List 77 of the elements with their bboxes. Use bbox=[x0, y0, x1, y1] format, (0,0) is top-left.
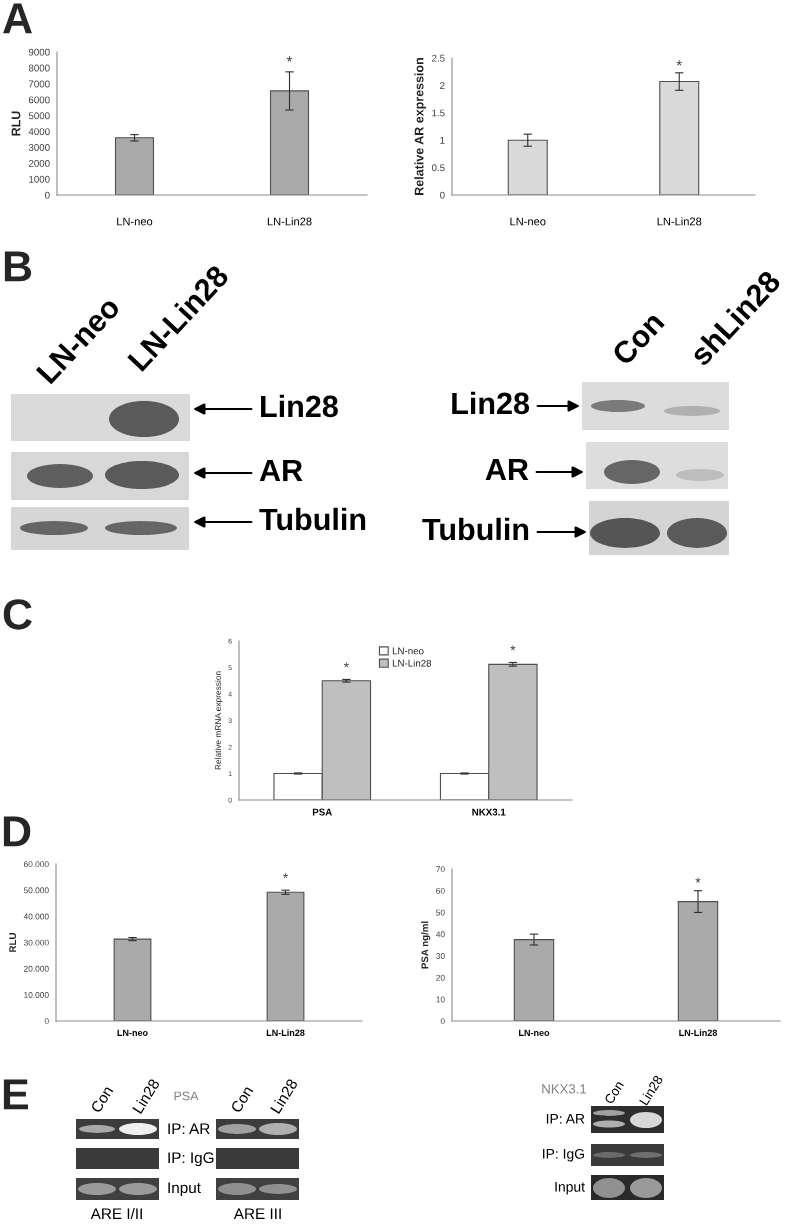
y-tick-label: 0 bbox=[45, 191, 50, 199]
y-axis-title: Relative mRNA expression bbox=[214, 671, 223, 770]
y-axis-title: RLU bbox=[11, 111, 21, 136]
y-tick-label: 0 bbox=[440, 1018, 445, 1025]
text: ARE III bbox=[233, 1208, 281, 1219]
y-tick-label: 7000 bbox=[28, 80, 50, 88]
text: IP: AR bbox=[546, 1114, 585, 1124]
text: AR bbox=[485, 458, 529, 480]
x-tick-label: LN-Lin28 bbox=[657, 217, 702, 226]
y-tick-label: 20.000 bbox=[23, 965, 49, 972]
annotation: * bbox=[695, 877, 701, 883]
y-tick-label: 10.000 bbox=[24, 992, 49, 998]
text: Tubulin bbox=[422, 517, 529, 541]
y-tick-label: 10 bbox=[436, 996, 445, 1003]
y-tick-label: 30 bbox=[436, 953, 445, 959]
text: Input bbox=[555, 1182, 585, 1195]
chart-title: C bbox=[3, 599, 32, 630]
y-tick-label: 60.000 bbox=[23, 861, 49, 868]
y-tick-label: 30.000 bbox=[23, 939, 49, 946]
y-tick-label: 20 bbox=[436, 974, 445, 981]
text: PSA bbox=[174, 1091, 199, 1101]
text: E bbox=[3, 1079, 29, 1110]
text: Con bbox=[610, 310, 665, 367]
y-tick-label: 1 bbox=[440, 137, 445, 144]
text: IP: IgG bbox=[543, 1148, 584, 1162]
y-tick-label: 70 bbox=[436, 866, 445, 873]
text: ARE I/II bbox=[90, 1207, 142, 1220]
x-tick-label: LN-neo bbox=[117, 217, 153, 226]
y-tick-label: 2 bbox=[440, 82, 445, 89]
x-tick-label: LN-Lin28 bbox=[679, 1029, 718, 1036]
y-axis-title: RLU bbox=[9, 933, 17, 952]
y-tick-label: 8000 bbox=[28, 64, 50, 72]
text: Con bbox=[604, 1080, 624, 1105]
text: Lin28 bbox=[452, 391, 530, 415]
text: B bbox=[4, 251, 32, 282]
x-tick-label: LN-Lin28 bbox=[266, 1029, 305, 1036]
y-tick-label: 60 bbox=[436, 887, 445, 894]
y-tick-label: 0 bbox=[440, 191, 445, 199]
y-tick-label: 2000 bbox=[28, 159, 50, 167]
y-axis-title: Relative AR expression bbox=[414, 58, 426, 195]
y-tick-label: 0.5 bbox=[431, 164, 445, 172]
x-tick-label: LN-neo bbox=[510, 217, 546, 226]
text: Lin28 bbox=[261, 394, 338, 418]
x-tick-label: LN-Lin28 bbox=[267, 217, 312, 226]
x-tick-label: LN-neo bbox=[117, 1029, 148, 1036]
y-tick-label: 3000 bbox=[28, 144, 50, 151]
annotation: * bbox=[286, 56, 293, 62]
text: AR bbox=[259, 459, 303, 481]
text: Input bbox=[168, 1182, 201, 1197]
annotation: * bbox=[510, 645, 516, 651]
text: NKX3.1 bbox=[542, 1084, 587, 1094]
y-tick-label: 1000 bbox=[29, 175, 50, 183]
y-tick-label: 50 bbox=[436, 909, 445, 916]
text: IP: IgG bbox=[168, 1152, 214, 1167]
x-tick-label: LN-neo bbox=[519, 1029, 550, 1036]
y-tick-label: 5000 bbox=[28, 112, 50, 120]
y-tick-label: 40 bbox=[435, 931, 445, 938]
chart-title: D bbox=[3, 816, 31, 847]
y-tick-label: 1.5 bbox=[432, 109, 445, 117]
annotation: * bbox=[343, 662, 349, 668]
y-tick-label: 0 bbox=[44, 1018, 49, 1025]
y-tick-label: 6000 bbox=[28, 96, 50, 104]
annotation: * bbox=[283, 873, 288, 879]
legend-label: LN-Lin28 bbox=[392, 659, 432, 667]
y-axis-title: PSA ng/ml bbox=[421, 921, 431, 969]
chart-title: A bbox=[3, 3, 32, 34]
text: IP: AR bbox=[168, 1123, 210, 1134]
text: Con bbox=[90, 1085, 114, 1114]
legend-label: LN-neo bbox=[392, 647, 424, 655]
y-tick-label: 2.5 bbox=[432, 54, 445, 62]
text: Con bbox=[230, 1085, 254, 1114]
y-tick-label: 9000 bbox=[28, 48, 50, 56]
y-tick-label: 50.000 bbox=[23, 887, 49, 894]
y-tick-label: 4000 bbox=[28, 128, 50, 136]
annotation: * bbox=[676, 60, 682, 66]
y-tick-label: 40.000 bbox=[23, 913, 49, 920]
text: Tubulin bbox=[259, 507, 366, 531]
